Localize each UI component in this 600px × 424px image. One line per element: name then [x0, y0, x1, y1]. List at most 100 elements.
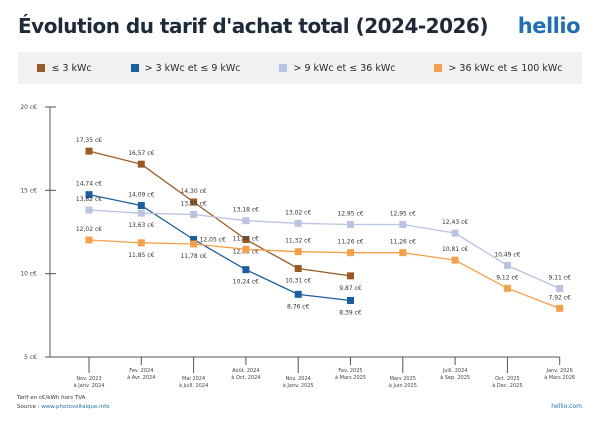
legend-label: > 36 kWc et ≤ 100 kWc — [448, 62, 563, 74]
data-label: 9,87 c€ — [339, 285, 362, 292]
legend-swatch — [37, 64, 46, 72]
y-tick-label: 20 c€ — [20, 104, 37, 111]
data-point — [242, 236, 250, 243]
hellio-logo: hellio — [517, 14, 581, 38]
x-tick-label: à Sep. 2025 — [440, 374, 470, 381]
x-tick-label: Janv. 2026 — [546, 368, 573, 374]
data-point — [399, 249, 407, 257]
x-tick-label: Fev. 2025 — [338, 368, 362, 374]
data-label: 13,18 c€ — [233, 207, 259, 214]
legend-item-1: ≤ 3 kWc — [37, 62, 92, 74]
legend-swatch — [130, 64, 139, 72]
series-line — [88, 150, 351, 277]
data-point — [190, 198, 198, 206]
data-label: 7,92 c€ — [549, 294, 572, 301]
data-label: 13,82 c€ — [76, 196, 102, 203]
data-label: 12,05 c€ — [200, 237, 226, 244]
legend-label: > 9 kWc et ≤ 36 kWc — [293, 62, 396, 74]
x-tick-label: à Juill. 2024 — [179, 382, 208, 389]
data-label: 9,11 c€ — [549, 275, 572, 282]
legend-item-2: > 3 kWc et ≤ 9 kWc — [130, 62, 241, 74]
data-point — [85, 206, 93, 214]
footnote-unit: Tarif en c€/kWh hors TVA — [17, 395, 86, 401]
data-point — [85, 147, 93, 155]
data-label: 11,85 c€ — [128, 252, 154, 259]
y-tick-label: 5 c€ — [24, 354, 37, 361]
footnote-source: Source : www.photovoltaique.info — [17, 404, 109, 410]
data-label: 8,39 c€ — [339, 310, 362, 317]
data-point — [451, 256, 459, 264]
data-label: 13,02 c€ — [285, 209, 311, 216]
data-point — [451, 229, 459, 237]
data-label: 10,24 c€ — [233, 279, 259, 286]
data-point — [137, 239, 145, 247]
data-point — [347, 297, 354, 304]
x-tick-label: Juill. 2024 — [442, 368, 468, 374]
source-label: Source : — [17, 404, 42, 410]
data-label: 9,12 c€ — [496, 274, 519, 281]
data-point — [294, 290, 302, 298]
data-point — [137, 202, 145, 209]
data-point — [294, 248, 302, 256]
x-tick-label: Mars 2025 — [390, 376, 416, 382]
x-tick-label: à Janv. 2024 — [74, 382, 105, 389]
data-point — [347, 221, 354, 228]
x-tick-label: Fev. 2024 — [129, 368, 153, 374]
x-tick-label: à Mars 2025 — [335, 374, 366, 381]
x-tick-label: à Juin 2025 — [389, 382, 417, 389]
data-label: 13,63 c€ — [128, 222, 154, 229]
data-point — [503, 262, 511, 269]
data-point — [242, 217, 250, 225]
x-tick-label: à Dec. 2025 — [492, 382, 522, 389]
data-label: 17,35 c€ — [76, 137, 102, 144]
source-link[interactable]: www.photovoltaique.info — [41, 404, 110, 410]
data-point — [137, 209, 145, 217]
data-label: 12,95 c€ — [337, 211, 363, 218]
data-label: 10,31 c€ — [285, 278, 311, 285]
data-point — [503, 284, 511, 292]
data-label: 8,76 c€ — [287, 303, 310, 310]
data-point — [190, 211, 198, 218]
series-line — [88, 194, 351, 302]
site-link[interactable]: hellio.com — [551, 403, 582, 410]
legend-item-3: > 9 kWc et ≤ 36 kWc — [279, 63, 395, 74]
x-tick-label: Oct. 2025 — [495, 376, 520, 382]
x-tick-label: Nov. 2024 — [286, 376, 311, 382]
data-label: 10,49 c€ — [494, 252, 520, 259]
y-tick-label: 10 c€ — [20, 271, 37, 278]
data-point — [85, 236, 93, 244]
legend: ≤ 3 kWc > 3 kWc et ≤ 9 kWc > 9 kWc et ≤ … — [18, 52, 582, 84]
x-tick-label: à Janv. 2025 — [283, 382, 314, 389]
series-line — [88, 209, 560, 290]
data-label: 16,57 c€ — [128, 150, 154, 157]
x-tick-label: Nov. 2023 — [76, 376, 101, 382]
data-label: 11,26 c€ — [390, 239, 416, 246]
legend-swatch — [279, 64, 288, 72]
data-point — [556, 285, 564, 292]
data-label: 14,09 c€ — [128, 192, 154, 199]
data-point — [347, 249, 354, 257]
data-point — [190, 240, 198, 248]
data-point — [556, 304, 564, 312]
data-point — [85, 191, 93, 199]
data-point — [294, 219, 302, 227]
data-label: 12,95 c€ — [390, 211, 416, 218]
series-line — [88, 239, 560, 309]
data-label: 12,02 c€ — [76, 226, 102, 233]
x-tick-label: Août. 2024 — [232, 367, 259, 374]
data-point — [347, 272, 354, 280]
data-point — [294, 265, 302, 272]
data-point — [399, 221, 407, 228]
data-point — [242, 266, 250, 274]
x-tick-label: Mai 2024 — [182, 376, 205, 382]
legend-label: ≤ 3 kWc — [51, 62, 92, 74]
data-label: 11,26 c€ — [337, 239, 363, 246]
data-label: 12,43 c€ — [442, 219, 468, 226]
data-label: 11,46 c€ — [233, 235, 259, 242]
legend-label: > 3 kWc et ≤ 9 kWc — [144, 62, 241, 74]
data-label: 11,32 c€ — [285, 238, 311, 245]
legend-swatch — [434, 64, 443, 72]
chart-title: Évolution du tarif d'achat total (2024-2… — [18, 14, 488, 38]
y-tick-label: 15 c€ — [20, 187, 37, 194]
